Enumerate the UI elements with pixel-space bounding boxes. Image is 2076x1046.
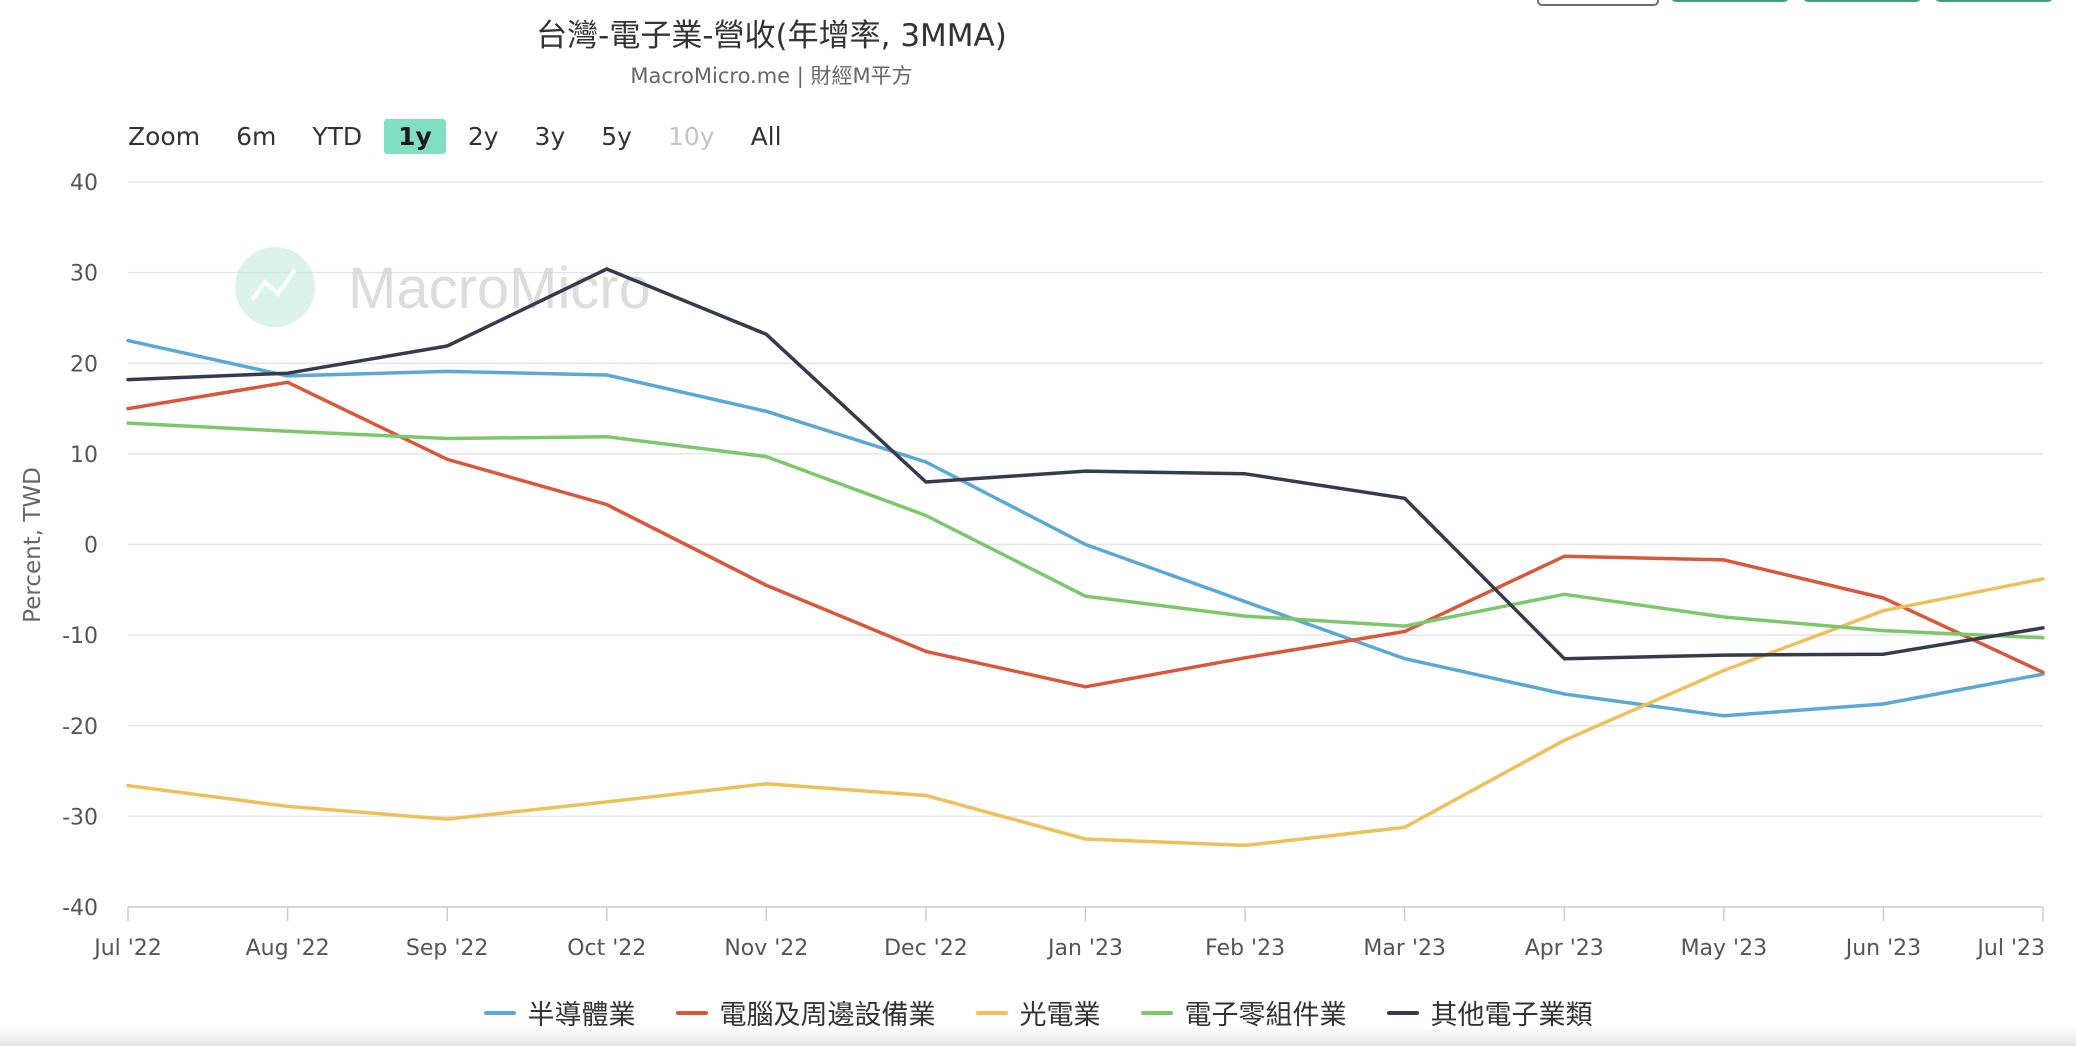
- series-lines: [126, 267, 2045, 848]
- x-tick-label: May '23: [1681, 936, 1768, 961]
- legend-label: 半導體業: [527, 1000, 636, 1031]
- zoom-bar: Zoom 6m YTD 1y 2y 3y 5y 10y All: [128, 115, 804, 157]
- series-line[interactable]: [126, 577, 2045, 848]
- chart-subtitle: MacroMicro.me | 財經M平方: [630, 64, 913, 88]
- legend-swatch: [1386, 1010, 1419, 1015]
- x-tick-label: Dec '22: [884, 936, 968, 961]
- watermark: MacroMicro: [235, 247, 651, 327]
- legend-label: 其他電子業類: [1430, 1000, 1593, 1031]
- zoom-ytd-button[interactable]: YTD: [312, 121, 363, 151]
- x-tick-label: Nov '22: [724, 936, 808, 961]
- legend-swatch: [675, 1010, 708, 1015]
- legend-swatch: [483, 1010, 516, 1015]
- watermark-logo-mark: [250, 268, 297, 302]
- zoom-2y-button[interactable]: 2y: [467, 121, 499, 151]
- series-line[interactable]: [126, 421, 2045, 640]
- x-tick-label: Jan '23: [1046, 936, 1123, 961]
- chart-title: 台灣-電子業-營收(年增率, 3MMA): [536, 18, 1007, 54]
- legend-item-optoelectronics[interactable]: 光電業: [975, 993, 1101, 1032]
- legend-swatch: [1140, 1010, 1173, 1015]
- zoom-10y-button: 10y: [667, 121, 715, 151]
- zoom-3y-button[interactable]: 3y: [534, 121, 566, 151]
- y-tick-label: 30: [70, 262, 98, 287]
- zoom-6m-button[interactable]: 6m: [236, 121, 277, 151]
- bottom-edge: [0, 1026, 2076, 1046]
- series-line[interactable]: [126, 380, 2045, 689]
- toolbar-button[interactable]: [1537, 0, 1659, 6]
- y-tick-label: 20: [70, 352, 98, 377]
- legend-item-other[interactable]: 其他電子業類: [1386, 993, 1593, 1032]
- axes: 40 30 20 10 0 -10 -20 -30 -40 Jul '22 Aug '22 Sep '…: [62, 171, 2045, 961]
- y-tick-label: -20: [62, 715, 98, 740]
- x-tick-label: Jul '23: [1975, 936, 2045, 961]
- legend-swatch: [975, 1010, 1008, 1015]
- x-tick-label: Aug '22: [246, 936, 330, 961]
- y-axis-label: Percent, TWD: [20, 467, 46, 623]
- legend-label: 光電業: [1019, 1000, 1101, 1031]
- zoom-5y-button[interactable]: 5y: [601, 121, 632, 151]
- y-tick-label: -10: [62, 624, 98, 649]
- x-tick-label: Mar '23: [1363, 936, 1446, 961]
- zoom-1y-button[interactable]: 1y: [384, 118, 446, 154]
- legend-item-computer[interactable]: 電腦及周邊設備業: [675, 993, 936, 1032]
- y-tick-label: 40: [70, 171, 98, 196]
- zoom-all-button[interactable]: All: [750, 121, 782, 151]
- watermark-text: MacroMicro: [348, 256, 651, 321]
- series-line[interactable]: [126, 338, 2045, 718]
- x-tick-label: Feb '23: [1205, 936, 1285, 961]
- legend: 半導體業 電腦及周邊設備業 光電業 電子零組件業 其他電子業類: [0, 993, 2076, 1032]
- legend-label: 電腦及周邊設備業: [719, 1000, 936, 1031]
- y-tick-label: -30: [62, 805, 98, 830]
- toolbar-button[interactable]: [1671, 0, 1789, 2]
- zoom-label: Zoom: [128, 121, 201, 151]
- y-tick-label: 0: [84, 534, 98, 559]
- toolbar-button[interactable]: [1935, 0, 2053, 2]
- series-line[interactable]: [126, 267, 2045, 661]
- legend-item-components[interactable]: 電子零組件業: [1140, 993, 1347, 1032]
- x-tick-label: Apr '23: [1525, 936, 1604, 961]
- y-tick-label: -40: [62, 896, 98, 921]
- x-tick-label: Sep '22: [406, 936, 489, 961]
- y-tick-label: 10: [70, 443, 98, 468]
- toolbar-button[interactable]: [1803, 0, 1921, 2]
- legend-item-semiconductor[interactable]: 半導體業: [483, 993, 636, 1032]
- x-tick-label: Jun '23: [1844, 936, 1921, 961]
- legend-label: 電子零組件業: [1184, 1000, 1347, 1031]
- watermark-logo-icon: [235, 247, 315, 327]
- x-tick-label: Oct '22: [567, 936, 646, 961]
- x-tick-label: Jul '22: [92, 936, 162, 961]
